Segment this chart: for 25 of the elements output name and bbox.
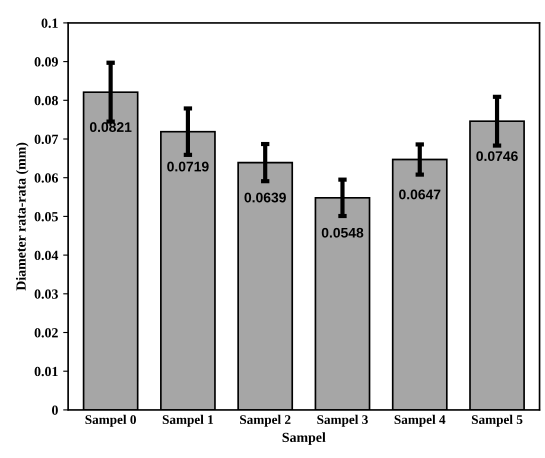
data-label: 0.0821 xyxy=(90,122,132,132)
y-tick-label: 0 xyxy=(52,405,58,415)
y-tick-label: 0.1 xyxy=(42,18,58,28)
data-label: 0.0548 xyxy=(322,228,364,238)
data-label: 0.0647 xyxy=(399,190,440,200)
data-label: 0.0746 xyxy=(476,151,518,162)
y-tick-label: 0.06 xyxy=(34,173,58,183)
x-tick-label: Sampel 0 xyxy=(85,414,136,427)
x-tick-label: Sampel 5 xyxy=(472,414,522,427)
y-axis-title: Diameter rata-rata (mm) xyxy=(16,142,29,290)
y-tick-label: 0.08 xyxy=(34,96,58,106)
x-tick-label: Sampel 3 xyxy=(317,414,368,427)
x-tick-label: Sampel 1 xyxy=(162,414,214,427)
x-tick-label: Sampel 2 xyxy=(240,414,290,427)
y-tick-label: 0.04 xyxy=(34,250,58,260)
data-label: 0.0639 xyxy=(244,192,286,202)
x-tick-label: Sampel 4 xyxy=(394,414,446,427)
data-label: 0.0719 xyxy=(167,162,209,172)
y-tick-label: 0.07 xyxy=(34,134,58,144)
y-tick-label: 0.02 xyxy=(34,328,58,338)
y-tick-label: 0.09 xyxy=(34,57,58,67)
y-tick-label: 0.01 xyxy=(34,366,58,376)
y-tick-label: 0.05 xyxy=(34,212,58,222)
y-tick-label: 0.03 xyxy=(34,289,58,299)
x-axis-title: Sampel xyxy=(282,432,326,445)
